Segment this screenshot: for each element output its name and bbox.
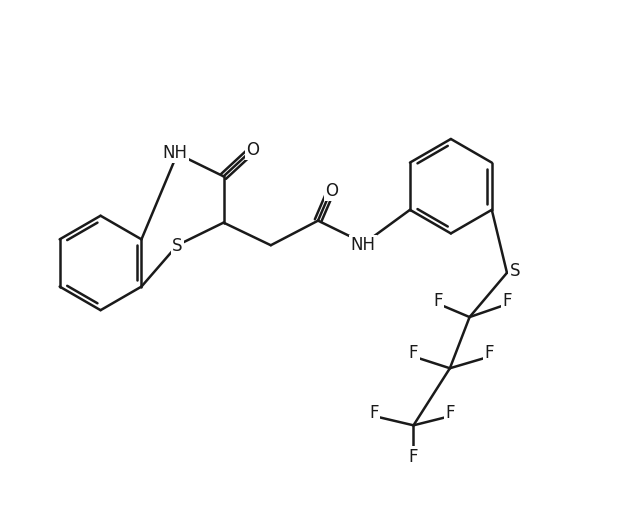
Text: F: F <box>409 344 418 363</box>
Text: S: S <box>509 262 520 280</box>
Text: NH: NH <box>351 236 376 254</box>
Text: F: F <box>409 448 418 466</box>
Text: F: F <box>445 404 454 421</box>
Text: S: S <box>172 237 182 255</box>
Text: F: F <box>369 404 379 421</box>
Text: O: O <box>246 141 260 159</box>
Text: O: O <box>325 182 339 200</box>
Text: NH: NH <box>163 144 188 162</box>
Text: F: F <box>502 292 512 311</box>
Text: F: F <box>484 344 494 363</box>
Text: F: F <box>433 292 443 311</box>
